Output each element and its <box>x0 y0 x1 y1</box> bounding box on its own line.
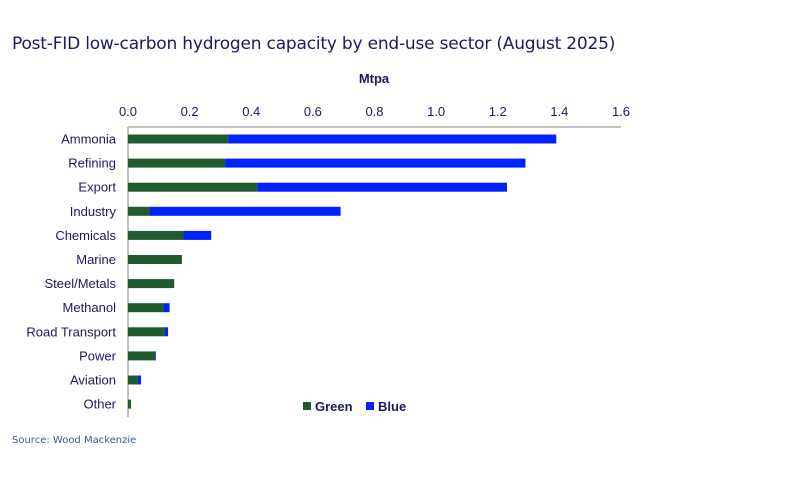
bar-green <box>128 327 165 337</box>
bar-green <box>128 399 132 409</box>
bar-green <box>128 255 182 264</box>
bar-green <box>128 375 138 385</box>
bar-green <box>128 206 150 216</box>
bar-green <box>128 351 156 361</box>
category-label: Aviation <box>70 373 116 388</box>
x-tick-label: 0.8 <box>365 104 383 119</box>
bar-green <box>128 279 175 289</box>
x-tick-label: 1.6 <box>612 104 630 119</box>
bars <box>128 134 557 409</box>
x-tick-label: 1.0 <box>427 104 445 119</box>
bar-blue <box>155 351 156 361</box>
bar-blue <box>228 134 557 144</box>
legend: Green Blue <box>303 399 406 414</box>
category-label: Marine <box>76 252 116 267</box>
category-label: Power <box>79 348 117 363</box>
category-label: Export <box>78 180 116 195</box>
bar-green <box>128 134 229 144</box>
source-note: Source: Wood Mackenzie <box>12 435 137 446</box>
legend-swatch-green <box>303 402 311 410</box>
legend-swatch-blue <box>366 402 374 410</box>
bar-green <box>128 182 258 192</box>
category-labels: Ammonia Refining Export Industry Chemicals Ma… <box>26 132 116 412</box>
x-axis-title: Mtpa <box>359 71 390 86</box>
category-label: Refining <box>68 156 116 171</box>
legend-label-blue: Blue <box>378 399 406 414</box>
bar-blue <box>163 303 170 313</box>
category-label: Industry <box>70 204 117 219</box>
chart-title: Post-FID low-carbon hydrogen capacity by… <box>12 34 616 54</box>
bar-blue <box>183 230 212 240</box>
legend-label-green: Green <box>315 399 353 414</box>
x-tick-label: 0.4 <box>242 104 260 119</box>
bar-green <box>128 303 164 313</box>
category-label: Other <box>83 397 116 412</box>
bar-blue <box>257 182 507 192</box>
bar-blue <box>164 327 169 337</box>
category-label: Road Transport <box>26 324 116 339</box>
x-tick-label: 1.2 <box>489 104 507 119</box>
bar-blue <box>225 158 526 168</box>
bar-blue <box>149 206 341 216</box>
category-label: Ammonia <box>61 132 117 147</box>
x-tick-label: 0.6 <box>304 104 322 119</box>
bar-green <box>128 230 184 240</box>
x-tick-labels: 0.0 0.2 0.4 0.6 0.8 1.0 1.2 1.4 1.6 <box>119 104 630 119</box>
category-label: Methanol <box>63 300 117 315</box>
bar-blue <box>137 375 141 385</box>
bar-green <box>128 158 226 168</box>
category-label: Steel/Metals <box>44 276 116 291</box>
x-tick-label: 0.0 <box>119 104 137 119</box>
x-tick-label: 1.4 <box>550 104 568 119</box>
x-tick-label: 0.2 <box>181 104 199 119</box>
category-label: Chemicals <box>55 228 116 243</box>
